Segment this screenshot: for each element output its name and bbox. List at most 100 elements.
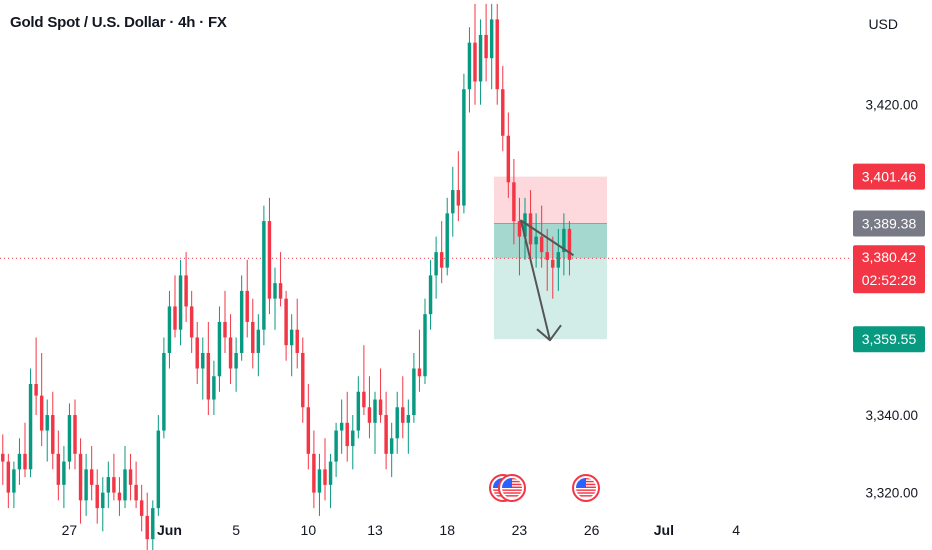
- candle[interactable]: [101, 477, 105, 532]
- candle[interactable]: [362, 345, 366, 416]
- candle[interactable]: [128, 453, 133, 501]
- candle[interactable]: [84, 453, 88, 516]
- candle[interactable]: [517, 197, 522, 276]
- candle[interactable]: [439, 221, 444, 284]
- candle[interactable]: [17, 438, 22, 485]
- candle[interactable]: [195, 321, 199, 384]
- candle[interactable]: [217, 306, 222, 392]
- candle[interactable]: [206, 321, 211, 416]
- candle[interactable]: [284, 290, 288, 361]
- candle[interactable]: [556, 228, 561, 291]
- candle[interactable]: [67, 403, 72, 470]
- candle[interactable]: [223, 290, 227, 353]
- candle[interactable]: [367, 376, 372, 439]
- candle[interactable]: [445, 197, 449, 276]
- candle[interactable]: [373, 391, 377, 454]
- candle[interactable]: [512, 159, 516, 245]
- candle[interactable]: [339, 399, 344, 454]
- candle[interactable]: [162, 337, 166, 439]
- candle[interactable]: [412, 352, 416, 423]
- candle[interactable]: [467, 27, 472, 113]
- candle[interactable]: [456, 151, 461, 222]
- candle[interactable]: [39, 352, 44, 447]
- candle[interactable]: [184, 252, 188, 322]
- candle[interactable]: [73, 399, 77, 470]
- candle[interactable]: [528, 190, 533, 260]
- candle[interactable]: [106, 461, 111, 509]
- candle[interactable]: [62, 446, 66, 509]
- candle[interactable]: [534, 213, 538, 268]
- candle[interactable]: [267, 197, 272, 315]
- candle[interactable]: [484, 3, 488, 82]
- candle[interactable]: [78, 438, 83, 524]
- candle[interactable]: [112, 453, 116, 501]
- candle[interactable]: [245, 259, 249, 338]
- candle[interactable]: [423, 298, 427, 384]
- candle[interactable]: [489, 3, 494, 90]
- candle[interactable]: [384, 391, 388, 470]
- candle[interactable]: [473, 3, 477, 105]
- candle[interactable]: [134, 461, 138, 509]
- candle[interactable]: [117, 477, 122, 516]
- candle[interactable]: [401, 376, 405, 439]
- us-flag-icon[interactable]: [498, 474, 526, 502]
- candle[interactable]: [189, 290, 194, 353]
- candle[interactable]: [151, 500, 155, 550]
- candle[interactable]: [262, 205, 266, 346]
- candle[interactable]: [356, 376, 361, 439]
- candle[interactable]: [495, 3, 499, 105]
- candle[interactable]: [145, 492, 149, 550]
- candle[interactable]: [178, 259, 183, 346]
- candle[interactable]: [212, 360, 216, 416]
- last-price-label[interactable]: 3,380.42 02:52:28: [853, 245, 925, 294]
- entry-price-label[interactable]: 3,389.38: [853, 210, 925, 237]
- candle[interactable]: [12, 461, 16, 509]
- candle[interactable]: [506, 112, 511, 198]
- candle[interactable]: [289, 314, 294, 377]
- candle[interactable]: [501, 65, 505, 152]
- us-flag-icon[interactable]: [572, 474, 600, 502]
- candle[interactable]: [34, 337, 38, 416]
- candle[interactable]: [523, 197, 527, 260]
- candle[interactable]: [256, 314, 261, 377]
- candle[interactable]: [6, 453, 11, 509]
- candle[interactable]: [167, 290, 172, 369]
- candle[interactable]: [562, 213, 566, 276]
- candle[interactable]: [434, 236, 438, 299]
- candle[interactable]: [28, 368, 33, 478]
- candle[interactable]: [173, 275, 177, 338]
- candle[interactable]: [51, 391, 55, 470]
- candle[interactable]: [312, 430, 316, 509]
- candle[interactable]: [462, 73, 466, 214]
- candle[interactable]: [389, 422, 394, 478]
- candle[interactable]: [201, 337, 205, 400]
- candle[interactable]: [295, 298, 299, 369]
- candle[interactable]: [301, 337, 305, 423]
- candle[interactable]: [539, 205, 544, 268]
- candle[interactable]: [567, 221, 572, 276]
- candle[interactable]: [334, 422, 338, 478]
- candle[interactable]: [228, 314, 233, 384]
- symbol-title[interactable]: Gold Spot / U.S. Dollar · 4h · FX: [10, 14, 227, 31]
- candle[interactable]: [123, 446, 127, 509]
- candle[interactable]: [234, 337, 238, 392]
- candle[interactable]: [89, 446, 94, 501]
- candle[interactable]: [323, 438, 327, 501]
- candle[interactable]: [428, 259, 433, 330]
- candle[interactable]: [545, 228, 549, 291]
- candle[interactable]: [417, 329, 422, 392]
- candle[interactable]: [478, 19, 483, 105]
- candle[interactable]: [156, 415, 161, 516]
- candle[interactable]: [278, 252, 283, 307]
- candle[interactable]: [451, 166, 455, 237]
- take-profit-price-label[interactable]: 3,359.55: [853, 326, 925, 353]
- candle[interactable]: [56, 430, 61, 501]
- candle[interactable]: [328, 453, 333, 509]
- candle[interactable]: [273, 267, 277, 330]
- candle[interactable]: [239, 275, 244, 361]
- candle[interactable]: [23, 422, 27, 478]
- candle[interactable]: [551, 236, 555, 299]
- stop-loss-price-label[interactable]: 3,401.46: [853, 163, 925, 190]
- candle[interactable]: [317, 453, 322, 516]
